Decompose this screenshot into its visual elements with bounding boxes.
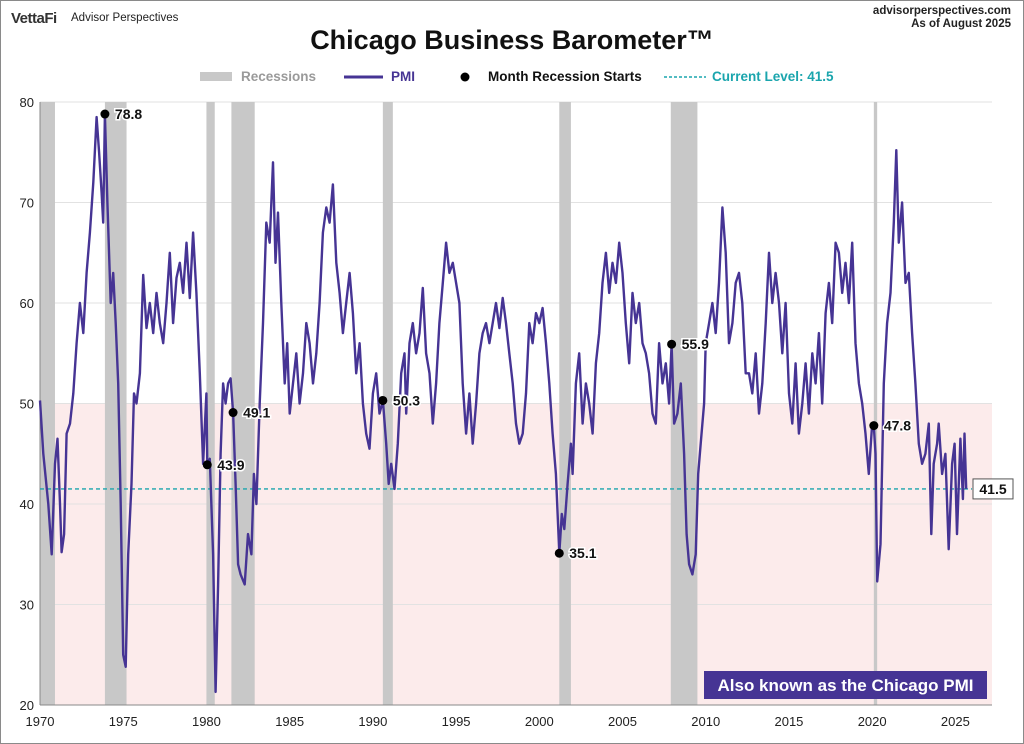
recession-band bbox=[873, 102, 878, 705]
vettafi-logo: VettaFi bbox=[11, 10, 57, 27]
below-50-shading bbox=[40, 403, 992, 705]
recession-band bbox=[206, 102, 215, 705]
current-level-value: 41.5 bbox=[979, 481, 1006, 497]
legend-current-level-label: Current Level: 41.5 bbox=[712, 69, 834, 84]
recession-start-label: 78.8 bbox=[115, 106, 142, 122]
recession-start-marker bbox=[667, 339, 677, 349]
recession-start-marker bbox=[100, 109, 110, 119]
recession-start-label: 47.8 bbox=[884, 418, 911, 434]
recession-start-label: 55.9 bbox=[682, 336, 709, 352]
callout-text: Also known as the Chicago PMI bbox=[718, 676, 974, 695]
x-tick-label: 1990 bbox=[358, 714, 387, 729]
current-level-box bbox=[972, 478, 1014, 500]
y-tick-label: 60 bbox=[20, 296, 34, 311]
x-tick-label: 2020 bbox=[858, 714, 887, 729]
x-tick-label: 1995 bbox=[442, 714, 471, 729]
as-of-date: As of August 2025 bbox=[911, 18, 1011, 30]
y-tick-label: 70 bbox=[20, 196, 34, 211]
x-tick-label: 1975 bbox=[109, 714, 138, 729]
recession-start-label: 50.3 bbox=[393, 392, 420, 408]
recession-band bbox=[382, 102, 393, 705]
legend-pmi-label: PMI bbox=[391, 69, 415, 84]
x-tick-label: 2010 bbox=[691, 714, 720, 729]
recession-band bbox=[559, 102, 571, 705]
x-tick-label: 2015 bbox=[774, 714, 803, 729]
x-tick-label: 2025 bbox=[941, 714, 970, 729]
legend-recession-start-label: Month Recession Starts bbox=[488, 69, 642, 84]
advisor-perspectives-label: Advisor Perspectives bbox=[71, 12, 179, 24]
plot-area: 20 30 40 50 60 70 80 1970 1975 1980 1985 1990 1995 20… bbox=[20, 95, 1014, 729]
recession-start-marker bbox=[228, 408, 238, 418]
legend-recession-start-swatch bbox=[460, 72, 470, 82]
x-tick-label: 2005 bbox=[608, 714, 637, 729]
y-tick-label: 20 bbox=[20, 698, 34, 713]
y-tick-label: 40 bbox=[20, 497, 34, 512]
recession-band bbox=[670, 102, 698, 705]
recession-start-marker bbox=[202, 460, 212, 470]
recession-start-marker bbox=[554, 548, 564, 558]
callout-box bbox=[704, 671, 987, 699]
chart-title: Chicago Business Barometer™ bbox=[310, 25, 714, 55]
recession-start-label: 35.1 bbox=[569, 545, 596, 561]
recession-start-label: 43.9 bbox=[217, 457, 244, 473]
legend-recessions-label: Recessions bbox=[241, 69, 316, 84]
recession-start-marker bbox=[869, 421, 879, 431]
recession-start-label: 49.1 bbox=[243, 405, 270, 421]
y-tick-label: 30 bbox=[20, 598, 34, 613]
source-block: advisorperspectives.com As of August 202… bbox=[873, 5, 1011, 31]
x-tick-label: 1970 bbox=[26, 714, 55, 729]
legend-recessions-swatch bbox=[200, 72, 232, 81]
recession-band bbox=[231, 102, 255, 705]
source-url: advisorperspectives.com bbox=[872, 5, 1011, 17]
legend: Recessions PMI Month Recession Starts Cu… bbox=[200, 69, 834, 84]
x-tick-label: 2000 bbox=[525, 714, 554, 729]
recession-start-marker bbox=[378, 395, 388, 405]
x-tick-label: 1985 bbox=[275, 714, 304, 729]
recession-band bbox=[40, 102, 55, 705]
pmi-line bbox=[38, 112, 968, 694]
x-tick-label: 1980 bbox=[192, 714, 221, 729]
y-tick-label: 50 bbox=[20, 397, 34, 412]
y-tick-label: 80 bbox=[20, 95, 34, 110]
